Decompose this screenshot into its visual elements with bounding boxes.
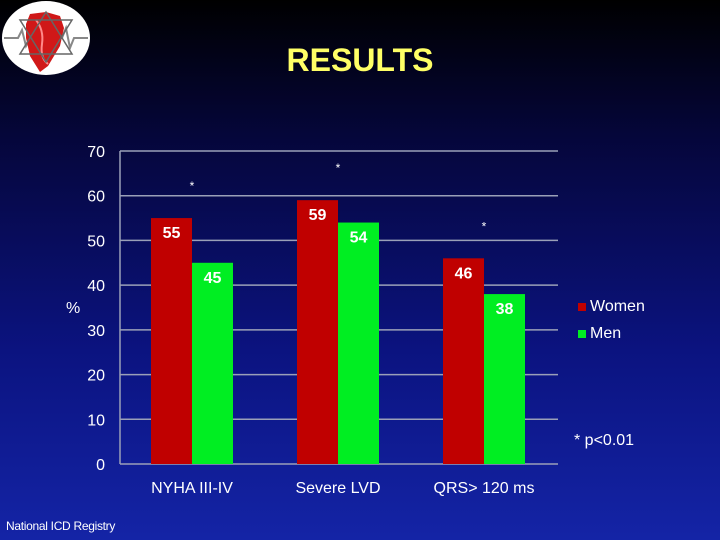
heart-ecg-logo-icon: [0, 0, 92, 80]
data-label: 54: [350, 230, 368, 247]
x-tick-label: QRS> 120 ms: [434, 480, 535, 497]
legend-item-women: Women: [578, 298, 645, 316]
y-tick-label: 30: [87, 323, 105, 340]
legend-swatch-men: [578, 330, 586, 338]
y-axis-unit: %: [66, 300, 81, 317]
data-label: 38: [496, 301, 514, 318]
bar-men: [338, 222, 379, 464]
y-tick-label: 50: [87, 233, 105, 250]
bar-women: [297, 200, 338, 464]
x-tick-label: NYHA III-IV: [151, 480, 233, 497]
x-tick-label: Severe LVD: [295, 480, 380, 497]
bar-women: [443, 258, 484, 464]
y-tick-label: 70: [87, 144, 105, 161]
data-label: 59: [309, 207, 327, 224]
y-tick-label: 10: [87, 412, 105, 429]
data-label: 45: [204, 270, 222, 287]
bar-women: [151, 218, 192, 464]
legend-label-men: Men: [590, 325, 622, 342]
data-label: 55: [163, 225, 181, 242]
significance-marker: *: [336, 161, 341, 175]
y-tick-label: 60: [87, 189, 105, 206]
bar-men: [484, 294, 525, 464]
data-label: 46: [455, 265, 473, 282]
significance-marker: *: [482, 219, 487, 233]
legend-item-men: Men: [578, 325, 621, 343]
significance-marker: *: [190, 179, 195, 193]
bar-men: [192, 262, 233, 464]
y-tick-label: 0: [96, 457, 105, 474]
legend-swatch-women: [578, 303, 586, 311]
y-tick-label: 20: [87, 368, 105, 385]
slide-title: RESULTS: [286, 42, 434, 78]
significance-note: * p<0.01: [574, 432, 635, 449]
chart-labels: 0 10 20 30 40 50 60 70 55 45 * NYHA III-IV 59 54 * Seve…: [87, 144, 534, 497]
legend-label-women: Women: [590, 298, 645, 315]
footer-source: National ICD Registry: [6, 519, 116, 533]
y-tick-label: 40: [87, 278, 105, 295]
chart-bars: [151, 200, 525, 464]
